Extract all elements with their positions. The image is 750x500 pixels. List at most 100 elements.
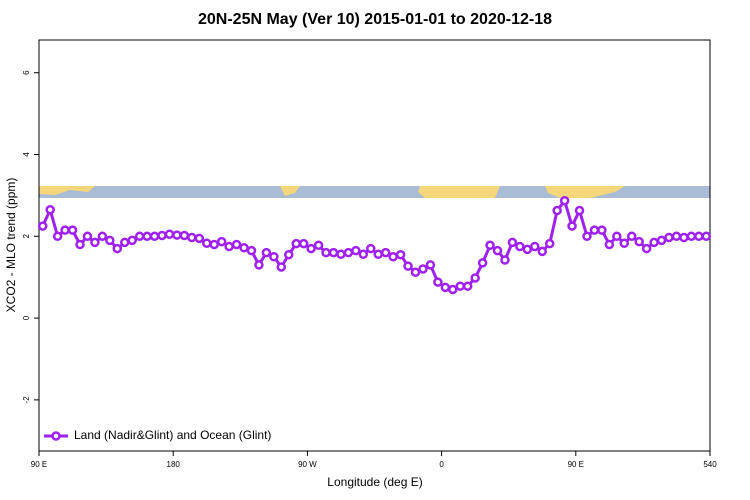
data-point bbox=[37, 221, 48, 231]
data-point bbox=[366, 243, 376, 254]
data-point bbox=[492, 245, 503, 256]
data-point bbox=[485, 240, 495, 251]
data-point bbox=[515, 241, 525, 252]
data-point bbox=[559, 195, 570, 206]
data-point bbox=[313, 240, 324, 251]
data-point bbox=[216, 236, 227, 247]
x-tick-label: 180 bbox=[167, 460, 181, 469]
data-point bbox=[507, 237, 518, 248]
data-point bbox=[134, 231, 145, 242]
data-point bbox=[119, 237, 130, 248]
data-point bbox=[701, 231, 712, 242]
chart-title: 20N-25N May (Ver 10) 2015-01-01 to 2020-… bbox=[198, 11, 552, 28]
x-tick-label: 90 E bbox=[568, 460, 584, 469]
data-point bbox=[142, 231, 152, 242]
data-point bbox=[380, 247, 391, 258]
data-point bbox=[351, 245, 361, 256]
data-point bbox=[574, 205, 585, 216]
data-point bbox=[231, 239, 242, 250]
data-point bbox=[224, 241, 234, 252]
data-point bbox=[112, 243, 123, 254]
data-point bbox=[52, 231, 63, 242]
data-point bbox=[194, 233, 205, 244]
data-point bbox=[306, 243, 316, 254]
data-point bbox=[500, 255, 510, 265]
data-point bbox=[649, 237, 659, 248]
data-point bbox=[187, 232, 197, 243]
x-tick-label: 90 W bbox=[298, 460, 317, 469]
data-point bbox=[403, 261, 413, 271]
plot-frame bbox=[38, 39, 711, 452]
data-point bbox=[157, 230, 167, 241]
data-point bbox=[82, 231, 93, 242]
data-point bbox=[388, 251, 398, 262]
y-axis-label: XCO2 - MLO trend (ppm) bbox=[4, 178, 18, 313]
y-tick-label: -2 bbox=[22, 396, 31, 404]
data-point bbox=[284, 249, 294, 260]
data-point bbox=[254, 260, 264, 270]
data-point bbox=[641, 243, 652, 254]
data-point bbox=[261, 247, 272, 258]
legend-marker bbox=[51, 431, 61, 441]
data-point bbox=[358, 249, 369, 260]
data-point bbox=[97, 231, 108, 242]
data-point bbox=[321, 247, 331, 258]
data-point bbox=[291, 238, 301, 249]
data-point bbox=[604, 239, 615, 250]
map-strip bbox=[39, 186, 710, 198]
data-point bbox=[67, 225, 78, 235]
data-point bbox=[336, 249, 346, 260]
data-point bbox=[239, 242, 249, 253]
data-point bbox=[202, 238, 212, 249]
data-point bbox=[60, 225, 70, 235]
data-point bbox=[127, 235, 137, 246]
data-point bbox=[455, 281, 465, 291]
y-tick-label: 4 bbox=[22, 152, 31, 157]
data-point bbox=[537, 246, 547, 257]
data-point bbox=[246, 245, 257, 256]
y-tick-label: 0 bbox=[22, 315, 31, 320]
x-tick-label: 0 bbox=[439, 460, 444, 469]
data-point bbox=[269, 251, 279, 262]
data-point bbox=[105, 235, 115, 246]
data-point bbox=[433, 277, 443, 287]
data-point bbox=[395, 249, 406, 260]
data-point bbox=[179, 230, 190, 241]
data-point bbox=[671, 231, 682, 242]
data-point bbox=[567, 221, 577, 231]
data-point bbox=[597, 225, 607, 235]
y-tick-label: 2 bbox=[22, 234, 31, 239]
data-point bbox=[149, 231, 160, 242]
data-point bbox=[626, 231, 637, 242]
data-point bbox=[589, 225, 600, 235]
data-point bbox=[656, 235, 667, 246]
data-point bbox=[477, 258, 488, 268]
data-point bbox=[530, 241, 540, 252]
data-point bbox=[612, 231, 622, 242]
x-axis-label: Longitude (deg E) bbox=[327, 475, 422, 489]
data-point bbox=[544, 238, 555, 249]
data-point bbox=[328, 247, 339, 258]
data-point bbox=[276, 262, 287, 272]
data-point bbox=[418, 264, 428, 274]
data-point bbox=[448, 284, 458, 295]
data-point bbox=[634, 236, 644, 247]
data-point bbox=[664, 232, 674, 243]
data-point bbox=[686, 231, 697, 242]
data-point bbox=[298, 238, 309, 249]
data-point bbox=[343, 247, 354, 258]
data-point bbox=[75, 239, 85, 250]
data-point bbox=[462, 281, 473, 291]
data-point bbox=[679, 232, 689, 243]
x-tick-label: 540 bbox=[703, 460, 717, 469]
data-point bbox=[694, 231, 704, 242]
data-point bbox=[410, 267, 421, 278]
data-point bbox=[619, 238, 630, 249]
data-point bbox=[172, 230, 182, 240]
data-point bbox=[45, 204, 55, 215]
data-point bbox=[90, 237, 100, 248]
data-point bbox=[470, 273, 480, 283]
data-point bbox=[164, 229, 175, 240]
data-point bbox=[373, 249, 383, 260]
data-point bbox=[522, 244, 533, 255]
